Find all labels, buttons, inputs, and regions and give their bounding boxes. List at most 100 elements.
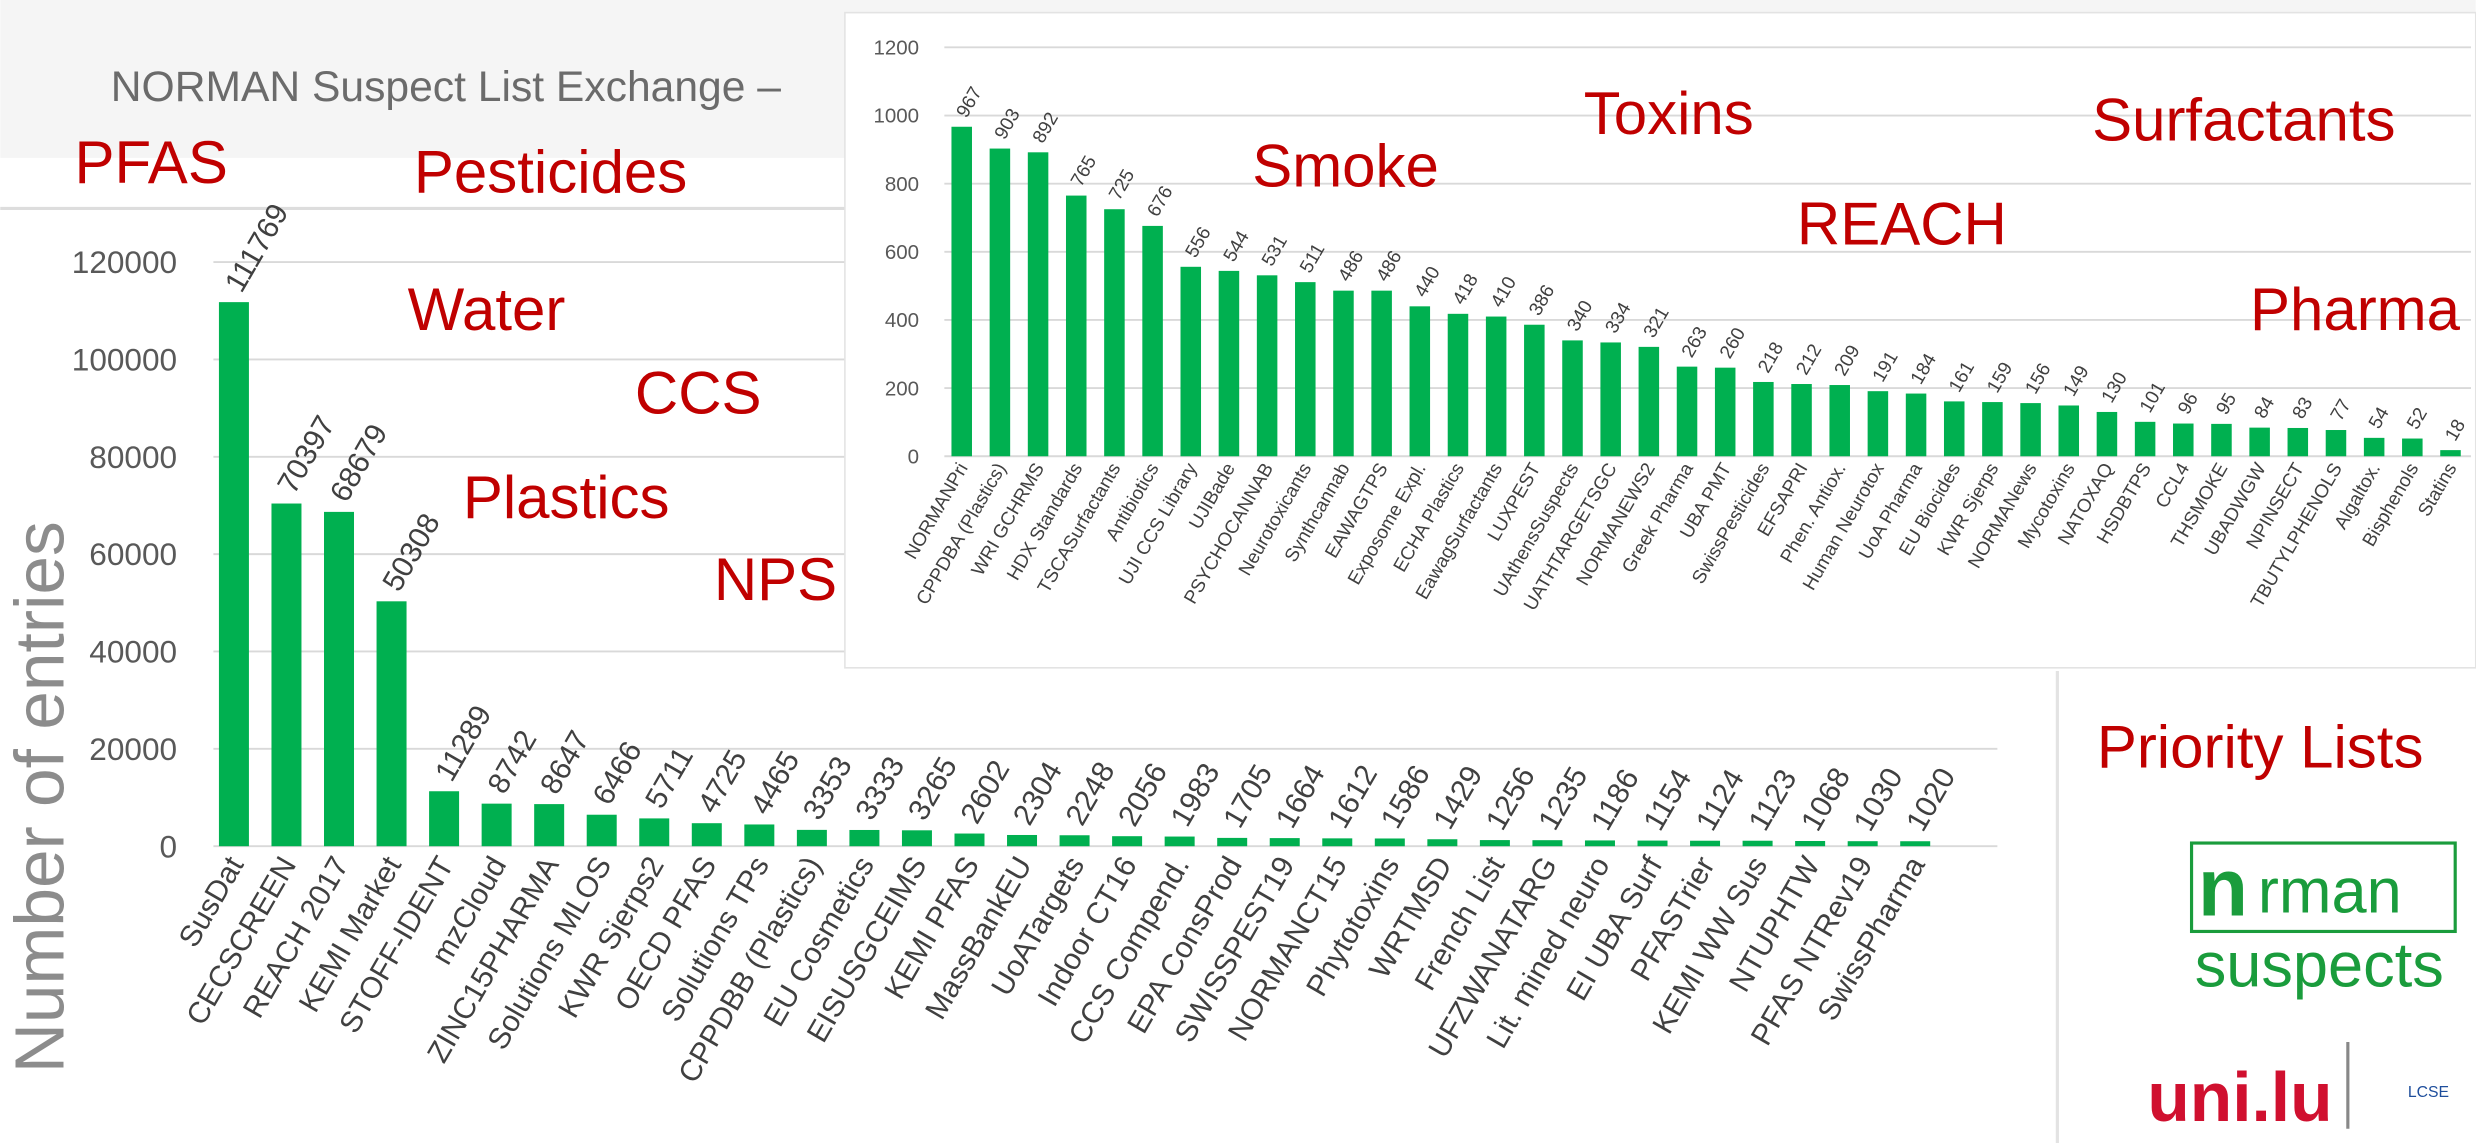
bar <box>2287 427 2309 457</box>
value-label: 1586 <box>1375 760 1437 834</box>
bar <box>1600 342 1621 457</box>
bar <box>2402 438 2423 457</box>
y-tick-label: 800 <box>885 173 919 196</box>
bar <box>1714 367 1736 457</box>
main-chart: Number of entries 0 20000 40000 60000 80000 1… <box>0 198 1998 1088</box>
bar <box>1795 841 1826 847</box>
bar <box>1065 195 1087 457</box>
bar <box>2058 405 2080 457</box>
logo-unilu: uni.lu <box>2147 1058 2332 1136</box>
bar <box>1409 306 1431 457</box>
topic-label: NPS <box>714 546 837 613</box>
y-tick-label: 0 <box>908 445 919 468</box>
bar <box>2020 403 2041 457</box>
bar <box>1371 290 1392 457</box>
bar <box>1485 316 1507 457</box>
bar <box>1753 381 1774 457</box>
value-label: 6466 <box>587 736 649 810</box>
value-label: 1705 <box>1217 759 1279 833</box>
bar <box>1829 385 1850 457</box>
bar <box>1059 835 1090 847</box>
bar <box>1027 152 1049 457</box>
bar <box>1524 324 1545 457</box>
topic-label: Toxins <box>1584 80 1754 147</box>
bar <box>1269 838 1300 847</box>
bar <box>1900 841 1931 847</box>
value-label: 50308 <box>377 508 447 597</box>
bar <box>849 829 880 847</box>
y-axis-title: Number of entries <box>0 521 78 1073</box>
bar <box>1847 841 1878 847</box>
inset-panel <box>844 11 2476 669</box>
value-label: 1123 <box>1743 764 1804 836</box>
y-tick-label: 0 <box>160 828 178 864</box>
bar <box>1905 393 1927 457</box>
bar <box>1638 346 1660 457</box>
bar <box>1584 840 1615 847</box>
bar <box>1256 275 1278 457</box>
bar <box>429 791 460 847</box>
bar <box>271 503 302 847</box>
logo-frame <box>2189 841 2457 934</box>
bar <box>2211 423 2232 457</box>
bar <box>1690 840 1721 847</box>
logo-lcsb: LCSE <box>2408 1084 2449 1101</box>
bar <box>218 302 249 847</box>
topic-label: Smoke <box>1252 132 1439 199</box>
value-label: 8647 <box>534 725 596 799</box>
y-tick-label: 600 <box>885 241 919 264</box>
bar <box>639 818 670 847</box>
bar <box>1562 340 1583 457</box>
value-label: 111769 <box>219 198 295 297</box>
bar <box>1164 836 1195 847</box>
bar <box>1532 840 1563 847</box>
topic-label: Pesticides <box>414 139 687 206</box>
bar <box>376 601 407 847</box>
bar <box>2363 437 2385 457</box>
y-tick-label: 1000 <box>873 105 919 128</box>
bar <box>1333 290 1354 457</box>
value-label: 1154 <box>1637 764 1698 836</box>
bar <box>744 824 775 847</box>
bar <box>954 833 985 847</box>
topic-label: REACH <box>1797 191 2007 258</box>
bar <box>1142 225 1163 457</box>
topic-label: CCS <box>635 360 762 427</box>
y-tick-label: 400 <box>885 309 919 332</box>
bar <box>324 511 355 847</box>
bar <box>1007 834 1038 847</box>
value-label: 1429 <box>1427 761 1489 835</box>
bar <box>989 148 1011 457</box>
bar <box>1943 401 1965 457</box>
bar <box>481 803 512 847</box>
bar <box>1676 366 1698 457</box>
value-label: 1235 <box>1532 762 1594 836</box>
bar <box>1218 270 1240 457</box>
bar <box>2173 423 2194 457</box>
value-label: 1124 <box>1690 764 1751 836</box>
y-tick-label: 80000 <box>89 439 177 475</box>
bar <box>1112 836 1143 847</box>
value-label: 4725 <box>692 745 754 819</box>
value-label: 2304 <box>1007 756 1069 830</box>
bar <box>691 823 722 847</box>
bar <box>2134 421 2156 457</box>
annotations: PFAS Pesticides Water CCS Plastics NPS S… <box>74 80 2461 1143</box>
bar <box>1295 282 1316 457</box>
bar <box>1374 838 1405 847</box>
topic-label: Surfactants <box>2092 87 2395 154</box>
priority-lists: Priority Lists <box>2097 713 2424 780</box>
bar <box>1322 838 1353 847</box>
value-label: 1256 <box>1480 761 1542 835</box>
topic-label: Water <box>408 276 566 343</box>
bar <box>1217 837 1248 847</box>
bar <box>1427 839 1458 847</box>
value-label: 1983 <box>1165 758 1227 832</box>
topic-label: Plastics <box>463 464 670 531</box>
bar <box>1982 402 2003 457</box>
bar <box>2325 430 2347 457</box>
value-label: 1612 <box>1322 760 1384 834</box>
topic-label: Pharma <box>2250 276 2461 343</box>
bar <box>1180 266 1202 457</box>
